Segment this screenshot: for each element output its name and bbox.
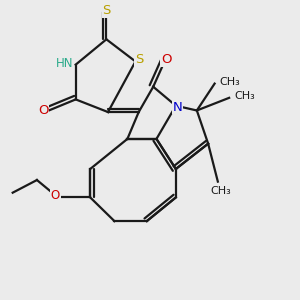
Text: S: S xyxy=(102,4,111,17)
Text: S: S xyxy=(135,53,143,66)
Text: O: O xyxy=(161,53,171,66)
Text: O: O xyxy=(38,104,49,117)
Text: HN: HN xyxy=(56,56,73,70)
Text: CH₃: CH₃ xyxy=(220,77,241,87)
Text: N: N xyxy=(172,101,182,114)
Text: CH₃: CH₃ xyxy=(211,186,231,196)
Text: CH₃: CH₃ xyxy=(234,91,255,101)
Text: O: O xyxy=(51,189,60,202)
